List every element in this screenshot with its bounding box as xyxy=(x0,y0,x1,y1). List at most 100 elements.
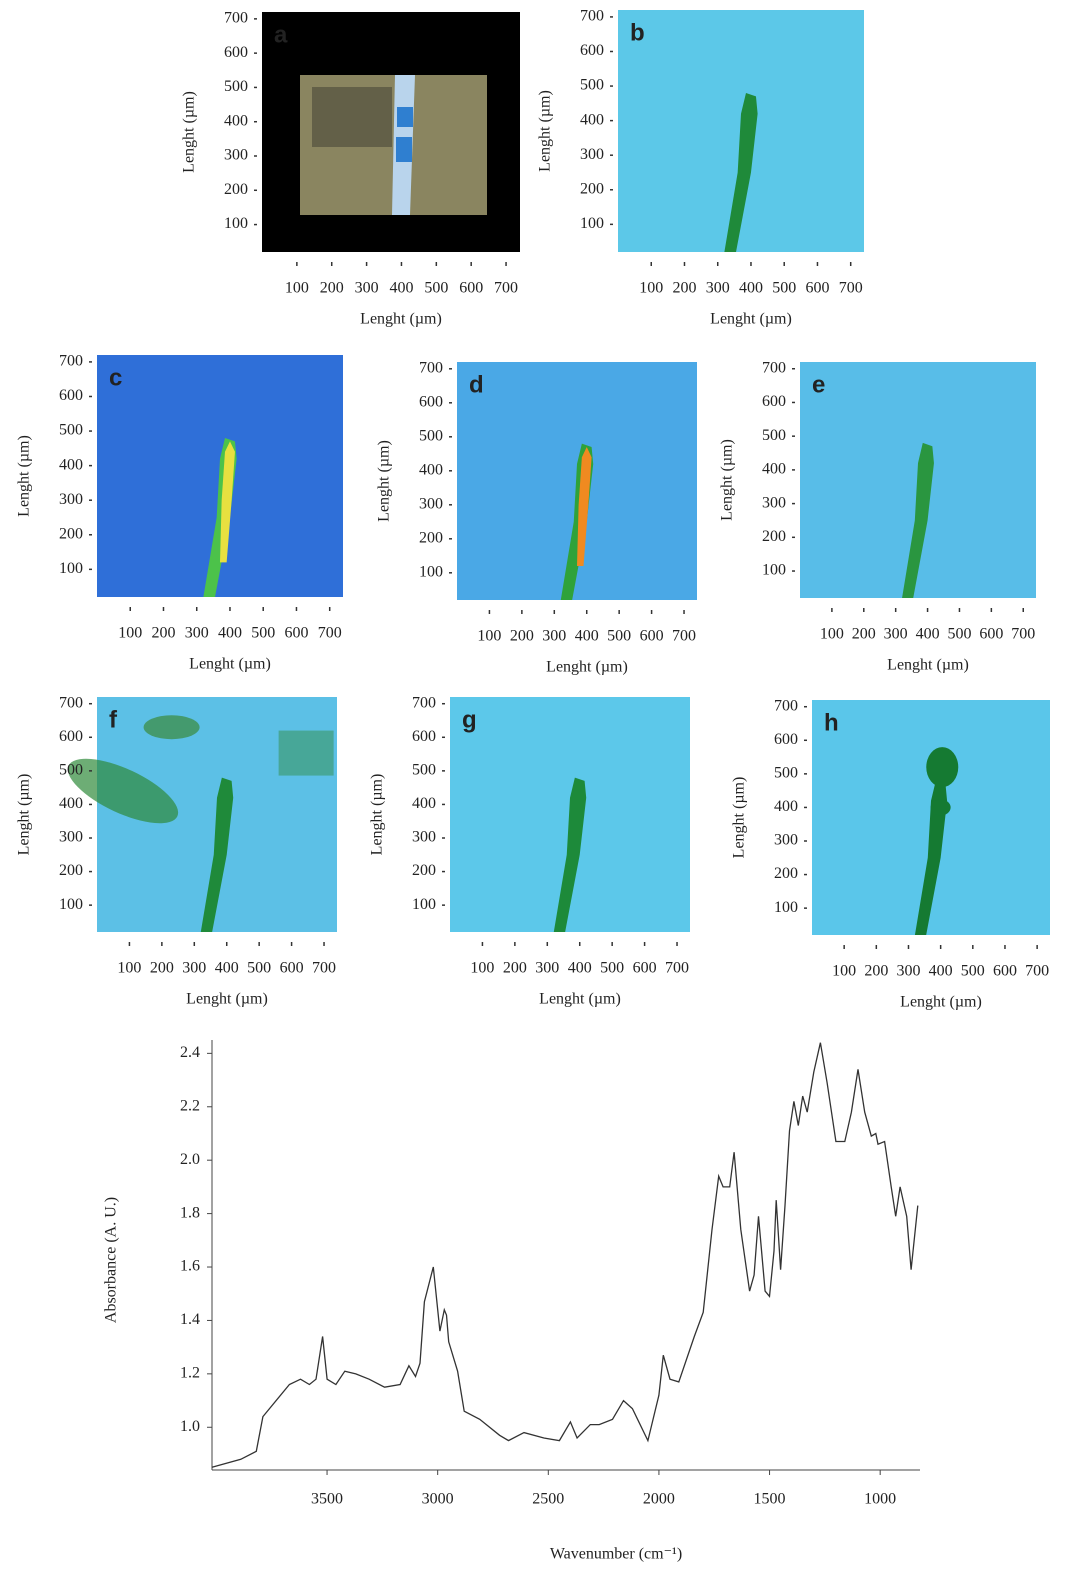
y-tick-label: 100 xyxy=(59,560,83,577)
panel-letter: a xyxy=(274,21,288,48)
y-tick-label: 400 xyxy=(224,112,248,129)
x-axis-label: Lenght (µm) xyxy=(710,311,792,328)
x-tick-label: 200 xyxy=(150,960,174,977)
fiber-knot xyxy=(930,799,951,816)
x-tick-label: 400 xyxy=(929,963,953,980)
x-tick-label: 300 xyxy=(884,626,908,643)
y-tick-label: 600 xyxy=(412,728,436,745)
panel: e 100 200 300 400 500 600 700 100 200 300 400 500 600… xyxy=(719,359,1036,674)
y-tick-label: 100 xyxy=(59,896,83,913)
x-tick-label: 600 xyxy=(993,963,1017,980)
x-tick-label: 400 xyxy=(389,280,413,297)
x-tick-label: 400 xyxy=(215,960,239,977)
x-tick-label: 200 xyxy=(151,625,175,642)
panel-letter: b xyxy=(630,19,645,46)
x-tick-label: 700 xyxy=(839,280,863,297)
x-tick-label: 300 xyxy=(182,960,206,977)
y-tick-label: 700 xyxy=(419,359,443,376)
x-tick-label: 100 xyxy=(639,280,663,297)
y-tick-label: 1.4 xyxy=(180,1311,200,1328)
y-tick-label: 700 xyxy=(224,10,248,27)
y-tick-label: 2.2 xyxy=(180,1097,200,1114)
blob xyxy=(67,758,179,824)
x-tick-label: 3500 xyxy=(311,1491,343,1508)
x-axis-label: Lenght (µm) xyxy=(539,991,621,1008)
x-tick-label: 500 xyxy=(600,960,624,977)
y-tick-label: 400 xyxy=(774,798,798,815)
y-tick-label: 300 xyxy=(59,829,83,846)
fiber-blue xyxy=(397,107,413,127)
y-tick-label: 300 xyxy=(580,146,604,163)
x-tick-label: 500 xyxy=(247,960,271,977)
x-tick-label: 400 xyxy=(739,280,763,297)
x-tick-label: 300 xyxy=(706,280,730,297)
y-axis-label: Lenght (µm) xyxy=(376,440,393,522)
x-tick-label: 200 xyxy=(672,280,696,297)
y-tick-label: 300 xyxy=(224,147,248,164)
y-tick-label: 700 xyxy=(59,694,83,711)
x-tick-label: 100 xyxy=(117,960,141,977)
x-tick-label: 400 xyxy=(916,626,940,643)
y-tick-label: 700 xyxy=(762,359,786,376)
y-axis-label: Lenght (µm) xyxy=(719,439,736,521)
x-tick-label: 700 xyxy=(1025,963,1049,980)
x-tick-label: 600 xyxy=(459,280,483,297)
panel: d 100 200 300 400 500 600 700 100 200 300 400 500 600… xyxy=(376,359,697,676)
y-tick-label: 500 xyxy=(412,762,436,779)
x-tick-label: 500 xyxy=(251,625,275,642)
x-tick-label: 700 xyxy=(1011,626,1035,643)
y-tick-label: 400 xyxy=(419,461,443,478)
x-tick-label: 100 xyxy=(470,960,494,977)
x-tick-label: 200 xyxy=(320,280,344,297)
x-tick-label: 400 xyxy=(575,628,599,645)
x-tick-label: 500 xyxy=(607,628,631,645)
y-tick-label: 200 xyxy=(59,525,83,542)
y-tick-label: 200 xyxy=(412,862,436,879)
x-tick-label: 700 xyxy=(672,628,696,645)
y-tick-label: 400 xyxy=(412,795,436,812)
y-axis-label: Lenght (µm) xyxy=(16,774,33,856)
x-tick-label: 100 xyxy=(285,280,309,297)
panel-letter: d xyxy=(469,371,484,398)
photo-shade xyxy=(312,87,392,147)
x-tick-label: 1500 xyxy=(754,1491,786,1508)
x-tick-label: 2000 xyxy=(643,1491,675,1508)
x-tick-label: 3000 xyxy=(422,1491,454,1508)
y-tick-label: 100 xyxy=(412,896,436,913)
x-tick-label: 600 xyxy=(280,960,304,977)
y-tick-label: 700 xyxy=(580,8,604,25)
panel: b 100 200 300 400 500 600 700 100 200 300 400 500 600… xyxy=(537,8,864,328)
x-axis-label: Lenght (µm) xyxy=(189,656,271,673)
spectrum-line xyxy=(211,1042,919,1468)
x-tick-label: 300 xyxy=(896,963,920,980)
y-tick-label: 600 xyxy=(580,42,604,59)
y-tick-label: 500 xyxy=(580,77,604,94)
y-tick-label: 1.0 xyxy=(180,1418,200,1435)
y-tick-label: 600 xyxy=(774,731,798,748)
x-tick-label: 500 xyxy=(772,280,796,297)
y-tick-label: 2.4 xyxy=(180,1044,200,1061)
fiber-core xyxy=(577,447,592,566)
y-tick-label: 700 xyxy=(59,353,83,370)
x-tick-label: 600 xyxy=(284,625,308,642)
x-tick-label: 500 xyxy=(947,626,971,643)
panel-letter: f xyxy=(109,706,118,733)
panel: c 100 200 300 400 500 600 700 100 200 300 400 500 600… xyxy=(16,353,343,673)
y-tick-label: 2.0 xyxy=(180,1151,200,1168)
x-tick-label: 200 xyxy=(510,628,534,645)
y-tick-label: 1.8 xyxy=(180,1204,200,1221)
y-tick-label: 700 xyxy=(774,697,798,714)
y-tick-label: 300 xyxy=(419,495,443,512)
x-tick-label: 700 xyxy=(312,960,336,977)
fiber-signal xyxy=(553,777,587,932)
x-tick-label: 100 xyxy=(820,626,844,643)
y-tick-label: 100 xyxy=(762,562,786,579)
y-tick-label: 300 xyxy=(762,494,786,511)
fiber-signal xyxy=(724,92,758,252)
y-axis-label: Lenght (µm) xyxy=(16,435,33,517)
x-tick-label: 400 xyxy=(218,625,242,642)
x-tick-label: 200 xyxy=(864,963,888,980)
x-tick-label: 200 xyxy=(503,960,527,977)
y-tick-label: 500 xyxy=(224,78,248,95)
